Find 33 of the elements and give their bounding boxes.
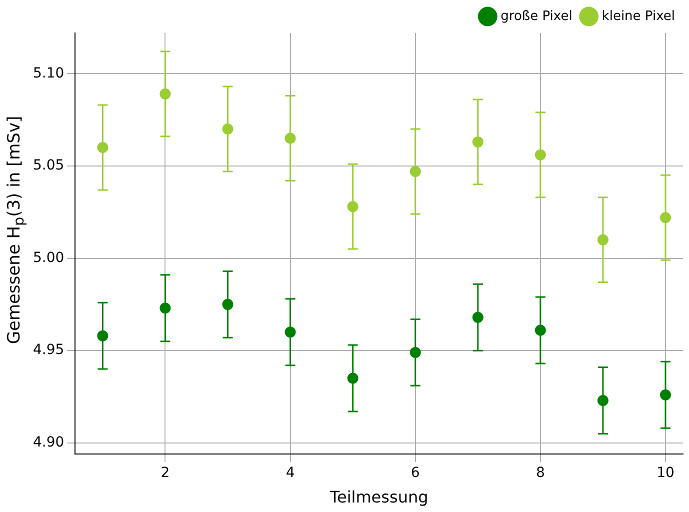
x-tick-label: 8 [536, 465, 545, 482]
point [97, 330, 108, 342]
x-tick-label: 2 [160, 465, 170, 482]
legend-label: kleine Pixel [602, 8, 676, 24]
y-tick-label: 5.00 [33, 250, 64, 266]
point [347, 372, 358, 384]
point [534, 149, 546, 160]
point [472, 136, 484, 148]
point [284, 326, 296, 338]
point [472, 312, 484, 323]
point [160, 88, 171, 100]
point [160, 302, 171, 314]
point [597, 234, 608, 246]
point [284, 132, 296, 144]
y-tick-label: 4.90 [33, 434, 64, 451]
x-tick-label: 10 [656, 465, 674, 482]
point [534, 324, 546, 336]
point [410, 346, 421, 358]
legend-label: große Pixel [500, 8, 572, 24]
point [97, 142, 108, 153]
point [660, 212, 671, 224]
y-tick-label: 5.10 [33, 65, 64, 82]
x-tick-label: 6 [410, 465, 420, 482]
y-tick-label: 5.05 [33, 158, 64, 174]
point [347, 201, 358, 212]
y-tick-label: 4.95 [33, 342, 64, 358]
point [660, 389, 671, 400]
point [222, 124, 234, 135]
x-tick-label: 4 [286, 465, 295, 482]
point [410, 166, 421, 177]
x-axis-title: Teilmessung [328, 488, 428, 507]
point [222, 298, 234, 310]
point [597, 394, 608, 406]
